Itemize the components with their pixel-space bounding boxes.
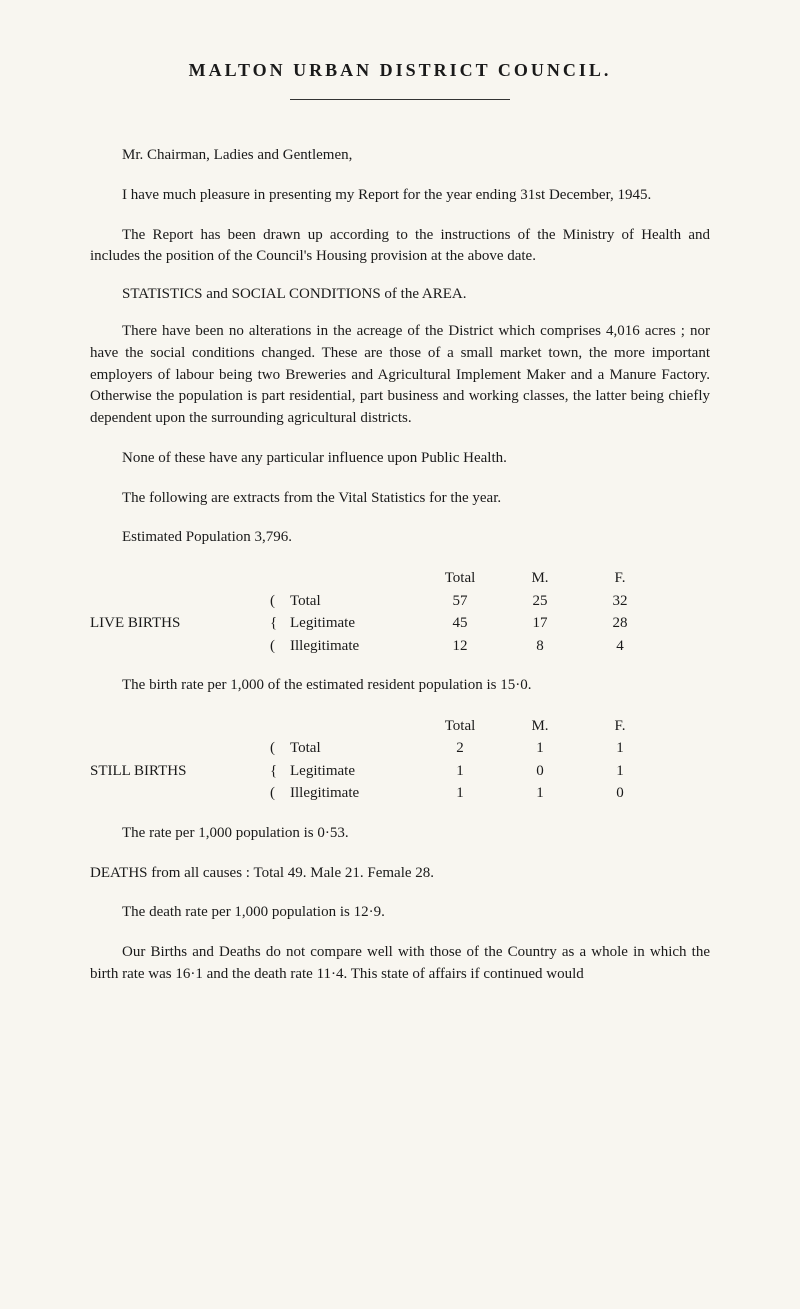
brace-bot: ( xyxy=(270,782,290,805)
row-name: Total xyxy=(290,590,420,613)
col-header-f: F. xyxy=(580,567,660,590)
brace-mid: { xyxy=(270,760,290,783)
cell-m: 25 xyxy=(500,590,580,613)
live-births-label: LIVE BIRTHS xyxy=(90,612,270,635)
table-row: LIVE BIRTHS { Legitimate 45 17 28 xyxy=(90,612,710,635)
live-births-table: Total M. F. ( Total 57 25 32 LIVE BIRTHS… xyxy=(90,567,710,657)
col-header-total: Total xyxy=(420,567,500,590)
statistics-para-3: The following are extracts from the Vita… xyxy=(90,488,710,510)
col-header-f: F. xyxy=(580,715,660,738)
cell-m: 0 xyxy=(500,760,580,783)
cell-f: 1 xyxy=(580,760,660,783)
statistics-para-2: None of these have any particular influe… xyxy=(90,448,710,470)
cell-m: 17 xyxy=(500,612,580,635)
row-name: Total xyxy=(290,737,420,760)
title-underline xyxy=(290,99,510,100)
cell-f: 0 xyxy=(580,782,660,805)
cell-f: 28 xyxy=(580,612,660,635)
col-header-total: Total xyxy=(420,715,500,738)
deaths-para: DEATHS from all causes : Total 49. Male … xyxy=(90,863,710,885)
intro-para-2: The Report has been drawn up according t… xyxy=(90,225,710,269)
brace-top: ( xyxy=(270,737,290,760)
table-row: ( Total 2 1 1 xyxy=(90,737,710,760)
cell-f: 32 xyxy=(580,590,660,613)
cell-total: 57 xyxy=(420,590,500,613)
intro-para-1: I have much pleasure in presenting my Re… xyxy=(90,185,710,207)
comparison-para: Our Births and Deaths do not compare wel… xyxy=(90,942,710,986)
cell-total: 1 xyxy=(420,782,500,805)
table-row: ( Illegitimate 12 8 4 xyxy=(90,635,710,658)
brace-mid: { xyxy=(270,612,290,635)
table-header-row: Total M. F. xyxy=(90,567,710,590)
brace-top: ( xyxy=(270,590,290,613)
cell-m: 1 xyxy=(500,782,580,805)
page-title: MALTON URBAN DISTRICT COUNCIL. xyxy=(90,60,710,81)
cell-total: 2 xyxy=(420,737,500,760)
row-name: Legitimate xyxy=(290,612,420,635)
still-births-label: STILL BIRTHS xyxy=(90,760,270,783)
table-row: STILL BIRTHS { Legitimate 1 0 1 xyxy=(90,760,710,783)
cell-total: 45 xyxy=(420,612,500,635)
cell-m: 1 xyxy=(500,737,580,760)
birth-rate-para: The birth rate per 1,000 of the estimate… xyxy=(90,675,710,697)
cell-f: 1 xyxy=(580,737,660,760)
table-row: ( Illegitimate 1 1 0 xyxy=(90,782,710,805)
estimated-population: Estimated Population 3,796. xyxy=(90,527,710,549)
table-header-row: Total M. F. xyxy=(90,715,710,738)
section-heading-statistics: STATISTICS and SOCIAL CONDITIONS of the … xyxy=(90,286,710,303)
table-row: ( Total 57 25 32 xyxy=(90,590,710,613)
brace-bot: ( xyxy=(270,635,290,658)
cell-total: 12 xyxy=(420,635,500,658)
salutation: Mr. Chairman, Ladies and Gentlemen, xyxy=(90,145,710,167)
row-name: Legitimate xyxy=(290,760,420,783)
cell-total: 1 xyxy=(420,760,500,783)
row-name: Illegitimate xyxy=(290,782,420,805)
col-header-m: M. xyxy=(500,567,580,590)
cell-f: 4 xyxy=(580,635,660,658)
col-header-m: M. xyxy=(500,715,580,738)
rate-para: The rate per 1,000 population is 0·53. xyxy=(90,823,710,845)
still-births-table: Total M. F. ( Total 2 1 1 STILL BIRTHS {… xyxy=(90,715,710,805)
death-rate-para: The death rate per 1,000 population is 1… xyxy=(90,902,710,924)
statistics-para-1: There have been no alterations in the ac… xyxy=(90,321,710,430)
cell-m: 8 xyxy=(500,635,580,658)
row-name: Illegitimate xyxy=(290,635,420,658)
